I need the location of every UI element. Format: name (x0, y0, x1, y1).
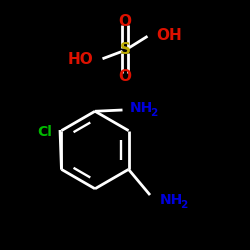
Text: O: O (118, 69, 132, 84)
Text: NH: NH (160, 193, 183, 207)
Text: HO: HO (68, 52, 94, 68)
Text: Cl: Cl (38, 126, 52, 140)
Text: O: O (118, 14, 132, 29)
Text: NH: NH (130, 100, 153, 114)
Text: 2: 2 (180, 200, 188, 210)
Text: 2: 2 (150, 108, 158, 118)
Text: OH: OH (156, 28, 182, 42)
Text: S: S (120, 42, 130, 58)
